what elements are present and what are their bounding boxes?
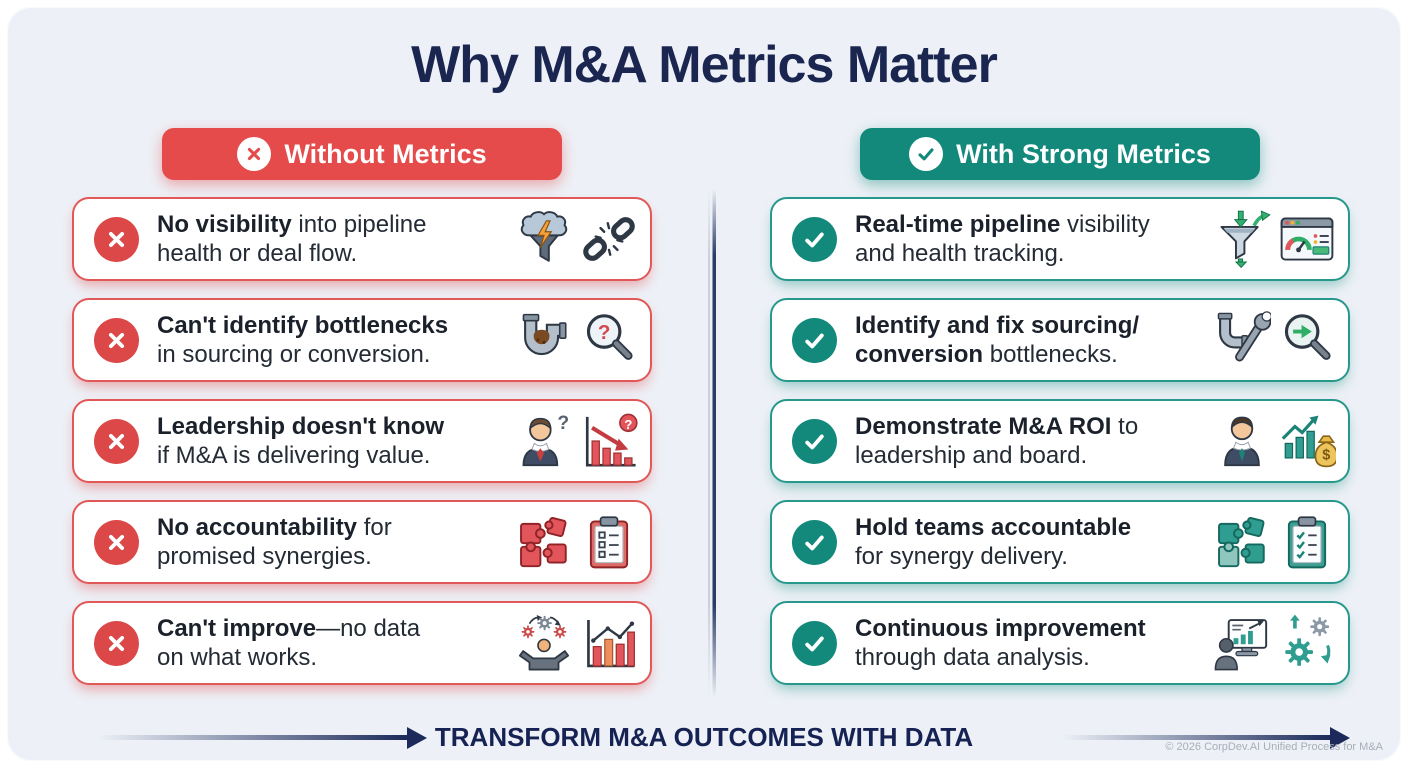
card-text-line: health or deal flow.	[157, 240, 358, 267]
card-illustrations	[515, 311, 638, 369]
card-text-line: promised synergies.	[157, 543, 372, 570]
card-text: No accountability for promised synergies.	[157, 513, 515, 571]
money-growth-icon	[1278, 412, 1336, 470]
check-badge-icon	[792, 317, 837, 363]
card-text: Continuous improvement through data analy…	[855, 614, 1213, 672]
bar-chart-trend-icon	[580, 614, 638, 672]
pipe-wrench-icon	[1213, 311, 1271, 369]
x-badge-icon	[94, 418, 139, 464]
with-metrics-column: With Strong Metrics Real-time pipeline vi…	[770, 128, 1350, 702]
card-text: Hold teams accountable for synergy delive…	[855, 513, 1213, 571]
card-text-line: Hold teams accountable	[855, 514, 1132, 541]
clipboard-checks-icon	[1278, 513, 1336, 571]
card-text-line: through data analysis.	[855, 644, 1090, 671]
infographic-board: Why M&A Metrics Matter Without Metrics No…	[7, 7, 1401, 761]
without-metrics-column: Without Metrics No visibility into pipeli…	[72, 128, 652, 702]
card-text-line: Continuous improvement	[855, 615, 1146, 642]
column-divider	[708, 189, 716, 697]
card-text-line: Real-time pipeline visibility	[855, 211, 1150, 238]
card-text: Identify and fix sourcing/conversion bot…	[855, 311, 1213, 369]
card-text-line: Demonstrate M&A ROI to	[855, 413, 1139, 440]
card-text-line: in sourcing or conversion.	[157, 341, 431, 368]
magnifier-arrow-icon	[1278, 311, 1336, 369]
card-text-line: if M&A is delivering value.	[157, 442, 431, 469]
x-badge-icon	[94, 317, 139, 363]
x-circle-icon	[237, 137, 272, 171]
footer-arrow-right-icon	[1062, 726, 1350, 749]
card-text-line: Leadership doesn't know	[157, 413, 445, 440]
magnifier-question-icon	[580, 311, 638, 369]
column-header-label: Without Metrics	[284, 138, 487, 169]
check-badge-icon	[792, 620, 837, 666]
dashboard-gauge-icon	[1278, 210, 1336, 268]
gears-icon	[1278, 614, 1336, 672]
metric-card: Identify and fix sourcing/conversion bot…	[770, 298, 1350, 382]
card-illustrations	[1213, 210, 1336, 268]
card-text: Leadership doesn't know if M&A is deliver…	[157, 412, 515, 470]
metric-card: Hold teams accountable for synergy delive…	[770, 500, 1350, 584]
metric-card: Leadership doesn't know if M&A is deliver…	[72, 399, 652, 483]
metric-card: Real-time pipeline visibility and health …	[770, 197, 1350, 281]
x-badge-icon	[94, 216, 139, 262]
card-text: Can't improve—no data on what works.	[157, 614, 515, 672]
storm-funnel-icon	[515, 210, 573, 268]
card-text: Can't identify bottlenecks in sourcing or…	[157, 311, 515, 369]
card-text: Real-time pipeline visibility and health …	[855, 210, 1213, 268]
analyst-monitor-icon	[1213, 614, 1271, 672]
teal-puzzle-icon	[1213, 513, 1271, 571]
column-header-label: With Strong Metrics	[956, 138, 1211, 169]
person-gears-icon	[515, 614, 573, 672]
metric-card: Can't identify bottlenecks in sourcing or…	[72, 298, 652, 382]
card-text-line: on what works.	[157, 644, 318, 671]
check-badge-icon	[792, 418, 837, 464]
funnel-arrows-icon	[1213, 210, 1271, 268]
metric-card: No accountability for promised synergies.	[72, 500, 652, 584]
declining-chart-icon	[580, 412, 638, 470]
with-metrics-header: With Strong Metrics	[860, 128, 1260, 180]
card-text: Demonstrate M&A ROI to leadership and boa…	[855, 412, 1213, 470]
card-text-line: for synergy delivery.	[855, 543, 1068, 570]
confused-businessman-icon	[515, 412, 573, 470]
card-text-line: Can't improve—no data	[157, 615, 421, 642]
copyright-notice: © 2026 CorpDev.AI Unified Process for M&…	[1165, 741, 1383, 753]
metric-card: Demonstrate M&A ROI to leadership and boa…	[770, 399, 1350, 483]
card-illustrations	[1213, 311, 1336, 369]
broken-puzzle-icon	[515, 513, 573, 571]
check-badge-icon	[792, 216, 837, 262]
card-illustrations	[1213, 513, 1336, 571]
card-illustrations	[515, 210, 638, 268]
businessman-icon	[1213, 412, 1271, 470]
card-text-line: Identify and fix sourcing/	[855, 312, 1140, 339]
card-text-line: No accountability for	[157, 514, 392, 541]
page-title: Why M&A Metrics Matter	[411, 36, 998, 94]
card-text: No visibility into pipeline health or dea…	[157, 210, 515, 268]
card-text-line: conversion bottlenecks.	[855, 341, 1118, 368]
x-badge-icon	[94, 519, 139, 565]
without-metrics-header: Without Metrics	[162, 128, 562, 180]
metric-card: No visibility into pipeline health or dea…	[72, 197, 652, 281]
metric-card: Continuous improvement through data analy…	[770, 601, 1350, 685]
footer-arrow-left-icon	[97, 726, 427, 749]
card-illustrations	[1213, 614, 1336, 672]
metric-card: Can't improve—no data on what works.	[72, 601, 652, 685]
card-text-line: Can't identify bottlenecks	[157, 312, 449, 339]
check-badge-icon	[792, 519, 837, 565]
broken-chain-icon	[580, 210, 638, 268]
footer-tagline: TRANSFORM M&A OUTCOMES WITH DATA	[434, 722, 974, 752]
clogged-pipe-icon	[515, 311, 573, 369]
check-circle-icon	[909, 137, 944, 171]
card-illustrations	[515, 513, 638, 571]
card-illustrations	[515, 614, 638, 672]
card-text-line: leadership and board.	[855, 442, 1088, 469]
card-illustrations	[1213, 412, 1336, 470]
x-badge-icon	[94, 620, 139, 666]
clipboard-checklist-icon	[580, 513, 638, 571]
card-text-line: No visibility into pipeline	[157, 211, 427, 238]
card-illustrations	[515, 412, 638, 470]
card-text-line: and health tracking.	[855, 240, 1065, 267]
